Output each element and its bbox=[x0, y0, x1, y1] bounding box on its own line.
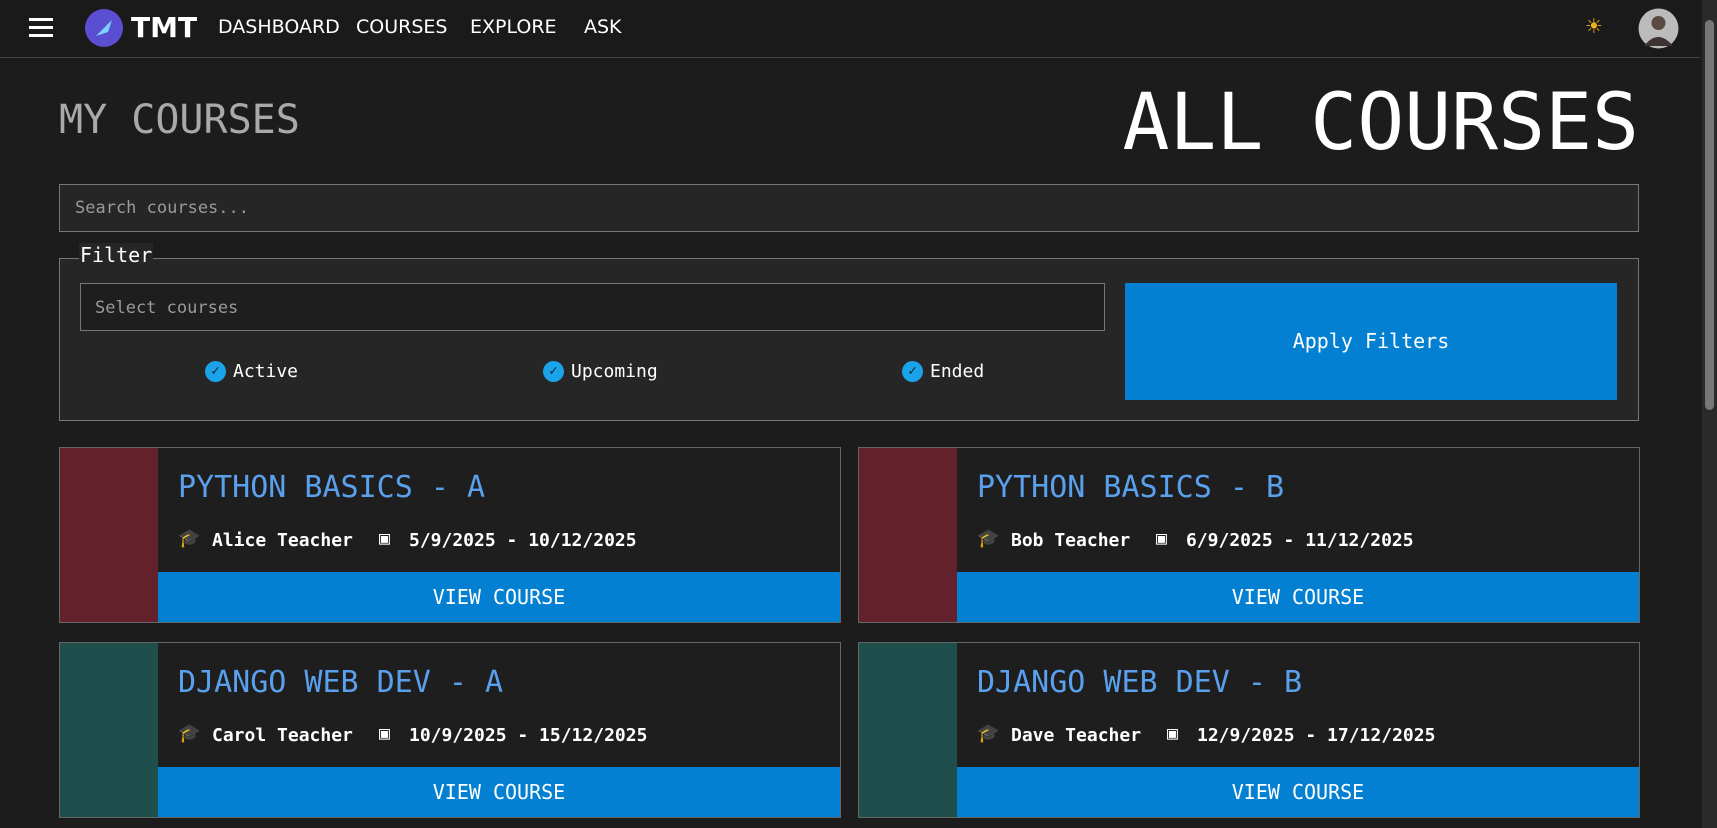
course-teacher: Carol Teacher bbox=[212, 725, 353, 746]
view-course-button[interactable]: VIEW COURSE bbox=[158, 767, 840, 817]
brand[interactable]: TMT bbox=[131, 11, 198, 44]
navbar: TMT ☀ DASHBOARD COURSES EXPLORE ASK bbox=[0, 0, 1700, 58]
course-stripe bbox=[859, 643, 957, 817]
course-dates: 10/9/2025 - 15/12/2025 bbox=[409, 725, 648, 746]
subtitle: MY COURSES bbox=[59, 97, 300, 143]
course-card: DJANGO WEB DEV - B 🎓 Dave Teacher ▣ 12/9/202… bbox=[858, 642, 1640, 818]
nav-link[interactable]: EXPLORE bbox=[470, 16, 557, 38]
checkbox-label: Ended bbox=[930, 361, 985, 382]
logo[interactable] bbox=[84, 8, 124, 48]
course-dates: 6/9/2025 - 11/12/2025 bbox=[1186, 530, 1414, 551]
date-icon: ▣ bbox=[379, 723, 390, 744]
teacher-icon: 🎓 bbox=[977, 723, 1000, 744]
checkbox-label: Active bbox=[233, 361, 299, 382]
checkbox[interactable]: ✓ bbox=[205, 361, 226, 382]
date-icon: ▣ bbox=[1167, 723, 1178, 744]
course-stripe bbox=[60, 643, 158, 817]
avatar[interactable] bbox=[1638, 8, 1679, 49]
course-card: PYTHON BASICS - B 🎓 Bob Teacher ▣ 6/9/2025 -… bbox=[858, 447, 1640, 623]
search-input[interactable]: Search courses... bbox=[59, 184, 1639, 232]
checkbox[interactable]: ✓ bbox=[902, 361, 923, 382]
course-stripe bbox=[60, 448, 158, 622]
teacher-icon: 🎓 bbox=[977, 528, 1000, 549]
apply-button[interactable]: Apply Filters bbox=[1125, 283, 1617, 400]
course-dates: 12/9/2025 - 17/12/2025 bbox=[1197, 725, 1436, 746]
menu-icon[interactable] bbox=[29, 17, 53, 39]
page-title: ALL COURSES bbox=[1122, 78, 1639, 168]
filter-legend: Filter bbox=[79, 243, 154, 267]
view-course-button[interactable]: VIEW COURSE bbox=[957, 767, 1639, 817]
checkbox-label: Upcoming bbox=[571, 361, 658, 382]
course-title[interactable]: DJANGO WEB DEV - A bbox=[178, 665, 504, 700]
theme-toggle[interactable]: ☀ bbox=[1586, 12, 1602, 42]
course-teacher: Dave Teacher bbox=[1011, 725, 1142, 746]
search-placeholder: Search courses... bbox=[75, 198, 249, 218]
checkbox[interactable]: ✓ bbox=[543, 361, 564, 382]
course-teacher: Alice Teacher bbox=[212, 530, 353, 551]
view-course-button[interactable]: VIEW COURSE bbox=[158, 572, 840, 622]
nav-link[interactable]: COURSES bbox=[356, 16, 448, 38]
course-select[interactable]: Select courses bbox=[80, 283, 1105, 331]
scrollbar bbox=[1702, 0, 1717, 828]
view-course-button[interactable]: VIEW COURSE bbox=[957, 572, 1639, 622]
select-placeholder: Select courses bbox=[95, 298, 239, 318]
course-teacher: Bob Teacher bbox=[1011, 530, 1131, 551]
nav-link[interactable]: DASHBOARD bbox=[218, 16, 340, 38]
course-title[interactable]: PYTHON BASICS - A bbox=[178, 470, 486, 505]
teacher-icon: 🎓 bbox=[178, 723, 201, 744]
course-card: DJANGO WEB DEV - A 🎓 Carol Teacher ▣ 10/9/20… bbox=[59, 642, 841, 818]
course-card: PYTHON BASICS - A 🎓 Alice Teacher ▣ 5/9/2025… bbox=[59, 447, 841, 623]
teacher-icon: 🎓 bbox=[178, 528, 201, 549]
course-title[interactable]: PYTHON BASICS - B bbox=[977, 470, 1285, 505]
nav-link[interactable]: ASK bbox=[584, 16, 622, 38]
course-stripe bbox=[859, 448, 957, 622]
course-dates: 5/9/2025 - 10/12/2025 bbox=[409, 530, 637, 551]
date-icon: ▣ bbox=[1156, 528, 1167, 549]
course-title[interactable]: DJANGO WEB DEV - B bbox=[977, 665, 1303, 700]
date-icon: ▣ bbox=[379, 528, 390, 549]
